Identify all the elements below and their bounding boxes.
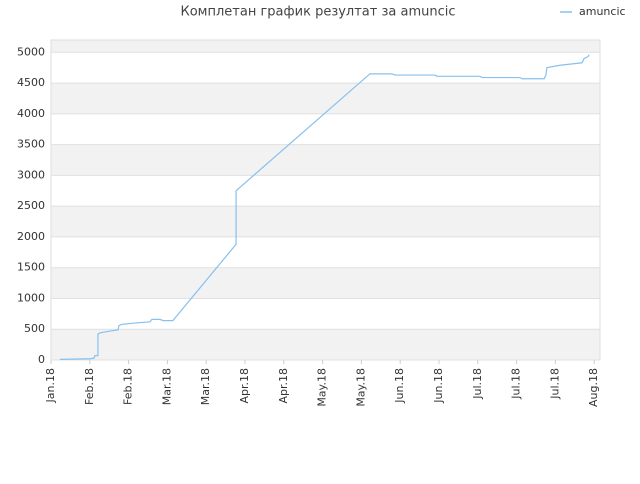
y-tick-label: 500 xyxy=(24,322,45,335)
x-tick-label: Apr.18 xyxy=(238,368,251,404)
y-tick-label: 1500 xyxy=(17,261,45,274)
y-tick-label: 0 xyxy=(38,353,45,366)
x-tick-label: Apr.18 xyxy=(277,368,290,404)
grid-band xyxy=(51,83,600,114)
x-tick-label: Jul.18 xyxy=(471,368,484,400)
x-tick-label: May.18 xyxy=(354,368,367,407)
grid-band xyxy=(51,144,600,176)
legend-label: amuncic xyxy=(579,5,626,18)
grid-band xyxy=(51,40,600,53)
y-tick-label: 2000 xyxy=(17,230,45,243)
x-tick-label: Mar.18 xyxy=(160,368,173,405)
x-tick-label: Aug.18 xyxy=(587,368,600,407)
x-tick-label: Feb.18 xyxy=(122,368,135,405)
chart-title: Комплетан график резултат за amuncic xyxy=(181,5,456,20)
x-tick-label: Feb.18 xyxy=(83,368,96,405)
x-tick-label: Jun.18 xyxy=(393,368,406,404)
y-tick-label: 4500 xyxy=(17,76,45,89)
y-tick-label: 3500 xyxy=(17,138,45,151)
x-tick-label: Jul.18 xyxy=(548,368,561,400)
x-tick-label: Jun.18 xyxy=(432,368,445,404)
grid-band xyxy=(51,206,600,237)
grid-band xyxy=(51,329,600,360)
y-tick-label: 1000 xyxy=(17,291,45,304)
grid-band xyxy=(51,267,600,299)
y-tick-label: 2500 xyxy=(17,199,45,212)
data-line xyxy=(59,54,590,360)
y-tick-label: 4000 xyxy=(17,107,45,120)
x-tick-label: Jul.18 xyxy=(510,368,523,400)
x-tick-label: Jan.18 xyxy=(44,368,57,403)
x-tick-label: Mar.18 xyxy=(199,368,212,405)
y-tick-label: 5000 xyxy=(17,45,45,58)
x-tick-label: May.18 xyxy=(316,368,329,407)
y-tick-label: 3000 xyxy=(17,168,45,181)
